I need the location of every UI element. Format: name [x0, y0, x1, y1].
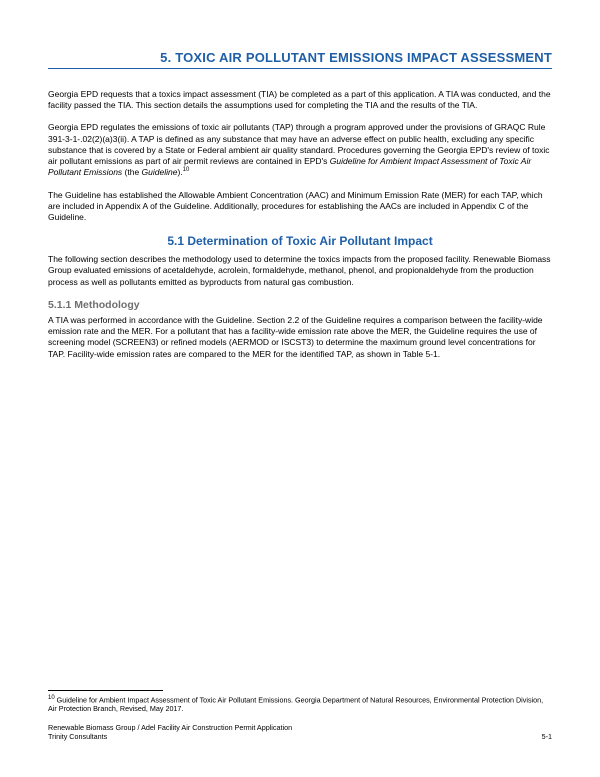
section-heading: 5. TOXIC AIR POLLUTANT EMISSIONS IMPACT … — [48, 50, 552, 69]
subsection-5-1-paragraph: The following section describes the meth… — [48, 254, 552, 288]
footer-company: Trinity Consultants — [48, 732, 292, 741]
subsection-5-1-heading: 5.1 Determination of Toxic Air Pollutant… — [48, 234, 552, 248]
footnote-rule — [48, 690, 163, 691]
footnote-marker: 10 — [48, 695, 55, 701]
subsection-5-1-1-heading: 5.1.1 Methodology — [48, 299, 552, 311]
intro-paragraph-3: The Guideline has established the Allowa… — [48, 190, 552, 224]
intro-paragraph-1: Georgia EPD requests that a toxics impac… — [48, 89, 552, 111]
p2-text-b: (the — [122, 167, 141, 177]
footnote-ref-10: 10 — [183, 167, 190, 173]
footer-page-number: 5-1 — [542, 732, 552, 741]
intro-paragraph-2: Georgia EPD regulates the emissions of t… — [48, 122, 552, 178]
page-container: 5. TOXIC AIR POLLUTANT EMISSIONS IMPACT … — [0, 0, 600, 777]
footer-area: 10 Guideline for Ambient Impact Assessme… — [48, 680, 552, 741]
footer-left: Renewable Biomass Group / Adel Facility … — [48, 723, 292, 741]
footnote-text: Guideline for Ambient Impact Assessment … — [48, 695, 543, 713]
subsection-5-1-1-paragraph: A TIA was performed in accordance with t… — [48, 315, 552, 360]
guideline-short-italic: Guideline — [142, 167, 178, 177]
footer-line: Renewable Biomass Group / Adel Facility … — [48, 723, 552, 741]
footnote-10: 10 Guideline for Ambient Impact Assessme… — [48, 695, 552, 713]
footer-doc-title: Renewable Biomass Group / Adel Facility … — [48, 723, 292, 732]
